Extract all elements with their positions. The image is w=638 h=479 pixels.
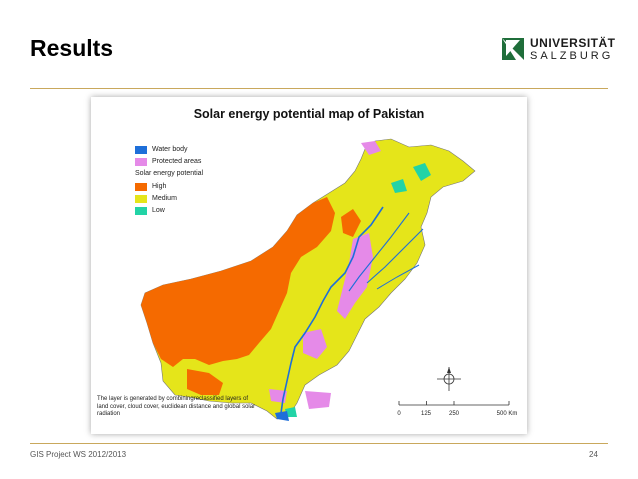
page-number: 24 (589, 450, 598, 459)
legend-label: High (152, 183, 167, 190)
university-logo: UNIVERSITÄT SALZBURG (502, 36, 615, 66)
footer-divider (30, 443, 608, 444)
indus-river (280, 206, 384, 414)
low-potential-region (285, 407, 297, 417)
scale-tick-label: 250 (448, 411, 460, 417)
legend-swatch (135, 207, 147, 215)
legend-label: Low (152, 207, 165, 214)
legend-swatch (135, 146, 147, 154)
logo-line-1: UNIVERSITÄT (530, 36, 616, 50)
scale-bar: 0 125 250 500 Km (395, 397, 518, 421)
tributary-river (348, 212, 410, 292)
protected-area (337, 233, 373, 319)
protected-area (303, 329, 327, 359)
scale-bar-graphic (398, 401, 510, 406)
water-body (275, 411, 289, 421)
tributary-river (366, 228, 424, 284)
scale-tick-label: 125 (420, 411, 432, 417)
scale-tick-label: 500 Km (496, 411, 518, 417)
tributary-river (376, 264, 420, 290)
slide-title: Results (30, 35, 114, 61)
legend-section-title: Solar energy potential (135, 170, 204, 177)
low-potential-region (391, 179, 407, 193)
low-potential-region (413, 163, 431, 181)
map-figure: Solar energy potential map of Pakistan W… (91, 97, 527, 434)
legend-swatch (135, 183, 147, 191)
legend-swatch (135, 158, 147, 166)
header-divider (30, 88, 608, 89)
legend-label: Water body (152, 146, 188, 153)
high-potential-region (141, 197, 335, 367)
map-methodology-note: The layer is generated by combiningrecla… (97, 396, 256, 417)
high-potential-patch (187, 369, 223, 395)
pakistan-map-graphic (140, 138, 476, 421)
legend-swatch (135, 195, 147, 203)
logo-line-2: SALZBURG (530, 50, 614, 62)
protected-area (361, 141, 381, 155)
protected-area (305, 391, 331, 409)
university-logo-mark-icon (502, 38, 524, 60)
north-arrow-icon (437, 367, 461, 391)
scale-tick-label: 0 (397, 411, 401, 417)
footer-course-label: GIS Project WS 2012/2013 (30, 450, 127, 459)
legend-label: Medium (152, 195, 177, 202)
legend-label: Protected areas (152, 158, 202, 165)
map-title: Solar energy potential map of Pakistan (193, 107, 425, 121)
high-potential-patch (341, 209, 361, 237)
